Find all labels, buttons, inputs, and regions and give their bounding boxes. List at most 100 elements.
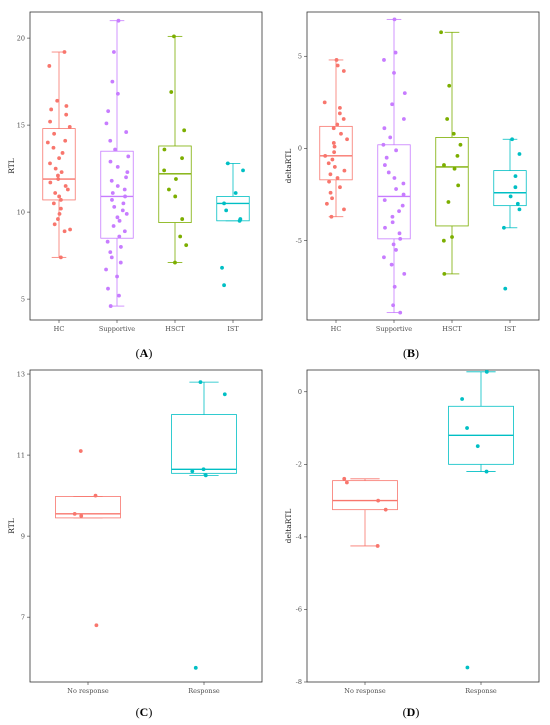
data-point <box>123 194 127 199</box>
data-point <box>222 392 227 397</box>
data-point <box>173 194 178 199</box>
data-point <box>335 176 340 180</box>
data-point <box>335 122 340 127</box>
data-point <box>57 156 62 161</box>
data-point <box>334 58 339 62</box>
data-point <box>382 58 386 62</box>
y-tick-label: 0 <box>298 388 302 396</box>
box <box>42 128 76 201</box>
data-point <box>124 175 128 180</box>
data-point <box>401 117 406 121</box>
data-point <box>201 467 206 472</box>
panel-b: -5 0 5 deltaRTL HC Supportive HSCT IST (B) <box>284 11 540 360</box>
data-point <box>465 665 470 670</box>
data-point <box>122 187 127 192</box>
y-tick-label: 7 <box>21 613 25 621</box>
box <box>216 196 250 222</box>
data-point <box>450 235 454 239</box>
data-point <box>48 161 52 166</box>
box <box>319 125 353 181</box>
data-point <box>397 231 402 236</box>
data-point <box>59 170 64 174</box>
y-tick-label: 15 <box>17 121 25 129</box>
box <box>158 145 192 223</box>
data-point <box>53 166 58 171</box>
data-point <box>342 168 347 173</box>
data-point <box>57 194 62 199</box>
data-point <box>341 69 346 73</box>
data-point <box>115 91 120 96</box>
data-point <box>339 131 343 136</box>
data-point <box>455 153 460 158</box>
y-tick-label: 5 <box>298 52 302 60</box>
data-point <box>335 63 340 68</box>
y-axis-title: deltaRTL <box>284 149 293 184</box>
data-point <box>63 138 68 143</box>
data-point <box>324 201 329 206</box>
data-point <box>108 159 113 164</box>
data-point <box>398 310 403 315</box>
data-point <box>106 109 111 114</box>
data-point <box>45 140 50 145</box>
box <box>55 496 121 519</box>
data-point <box>118 260 123 265</box>
data-point <box>391 242 396 247</box>
data-point <box>517 207 522 212</box>
data-point <box>49 107 54 112</box>
data-point <box>115 215 120 220</box>
data-point <box>72 511 77 516</box>
y-tick-label: -6 <box>296 606 302 614</box>
data-point <box>222 201 226 206</box>
panel-d: -8 -6 -4 -2 0 deltaRTL No response Response (D) <box>284 369 540 719</box>
data-point <box>337 111 342 116</box>
data-point <box>172 34 176 39</box>
data-point <box>381 142 386 147</box>
panel-label: (A) <box>136 346 153 360</box>
data-point <box>94 623 99 628</box>
data-point <box>124 130 129 134</box>
data-point <box>475 444 480 449</box>
data-point <box>124 211 129 216</box>
data-point <box>331 141 336 145</box>
data-point <box>465 426 469 430</box>
x-tick-label: HC <box>331 325 342 333</box>
data-point <box>174 177 178 181</box>
y-tick-label: 0 <box>298 145 302 153</box>
data-point <box>392 70 396 75</box>
data-point <box>182 128 187 133</box>
data-point <box>116 18 121 23</box>
y-tick-label: -4 <box>296 533 302 541</box>
data-point <box>120 208 125 213</box>
data-point <box>241 168 245 173</box>
data-point <box>484 469 489 474</box>
data-point <box>162 168 167 173</box>
box <box>100 150 134 239</box>
data-point <box>400 203 405 208</box>
x-tick-label: IST <box>227 325 239 333</box>
data-point <box>517 152 522 156</box>
data-point <box>342 476 347 481</box>
y-tick-label: 11 <box>17 451 25 459</box>
data-point <box>323 153 328 158</box>
data-point <box>48 180 53 185</box>
data-point <box>329 214 334 219</box>
y-tick-label: -2 <box>296 461 302 469</box>
data-point <box>58 206 63 211</box>
x-tick-label: No response <box>67 687 109 695</box>
data-point <box>68 227 72 232</box>
data-point <box>442 271 447 276</box>
data-point <box>402 91 407 96</box>
data-point <box>390 102 395 107</box>
y-axis-title: RTL <box>7 158 16 174</box>
data-point <box>117 218 122 223</box>
data-point <box>326 161 331 166</box>
data-point <box>510 137 514 142</box>
data-point <box>220 265 224 270</box>
box <box>435 137 469 227</box>
data-point <box>394 148 398 153</box>
data-point <box>328 190 333 195</box>
data-point <box>345 137 349 142</box>
y-tick-label: 10 <box>17 208 25 216</box>
data-point <box>390 214 395 219</box>
data-point <box>125 170 130 174</box>
